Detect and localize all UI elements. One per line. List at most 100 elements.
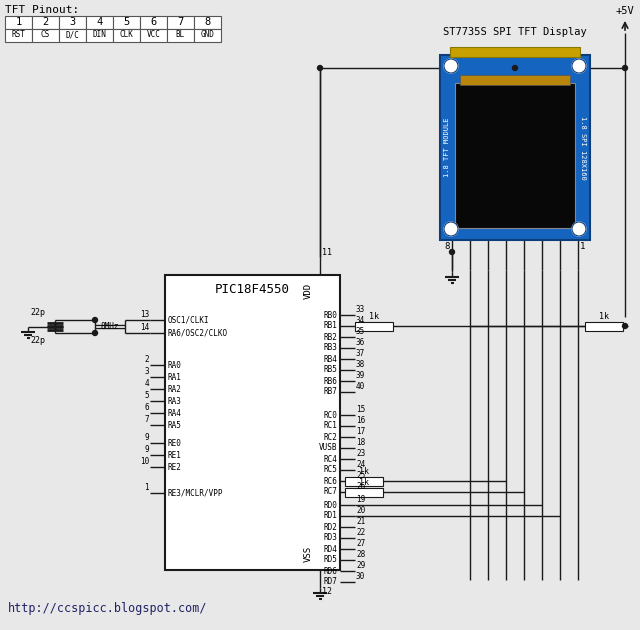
Text: RC1: RC1	[323, 421, 337, 430]
Circle shape	[444, 59, 458, 73]
Text: OSC1/CLKI: OSC1/CLKI	[168, 316, 210, 324]
Bar	[86, 16, 113, 29]
Text: RA2: RA2	[168, 384, 182, 394]
Text: VUSB: VUSB	[319, 444, 337, 452]
Text: RC4: RC4	[323, 454, 337, 464]
Circle shape	[572, 222, 586, 236]
Circle shape	[513, 66, 518, 71]
Bar	[440, 55, 590, 240]
Text: 5: 5	[145, 391, 149, 400]
Bar	[5, 16, 32, 29]
Text: RB7: RB7	[323, 387, 337, 396]
Bar	[585, 322, 623, 331]
Text: 38: 38	[356, 360, 365, 369]
Text: 10: 10	[140, 457, 149, 466]
Text: 36: 36	[356, 338, 365, 347]
Text: 9: 9	[145, 433, 149, 442]
Text: RA3: RA3	[168, 396, 182, 406]
Circle shape	[317, 66, 323, 71]
Text: 19: 19	[356, 495, 365, 504]
Text: RC5: RC5	[323, 466, 337, 474]
Text: 3: 3	[69, 17, 76, 27]
Text: 15: 15	[356, 405, 365, 414]
Text: RB2: RB2	[323, 333, 337, 341]
Text: 1: 1	[145, 483, 149, 492]
Text: RD4: RD4	[323, 544, 337, 554]
Text: 7: 7	[177, 17, 184, 27]
Bar	[113, 29, 140, 42]
Bar	[113, 16, 140, 29]
Bar	[165, 275, 340, 570]
Text: 25: 25	[356, 471, 365, 480]
Text: 8: 8	[204, 17, 211, 27]
Text: VSS: VSS	[303, 546, 312, 562]
Text: 16: 16	[356, 416, 365, 425]
Bar	[355, 322, 393, 331]
Bar	[167, 29, 194, 42]
Text: RD1: RD1	[323, 512, 337, 520]
Text: RE0: RE0	[168, 438, 182, 447]
Text: 40: 40	[356, 382, 365, 391]
Text: 18: 18	[356, 438, 365, 447]
Text: RB1: RB1	[323, 321, 337, 331]
Text: PIC18F4550: PIC18F4550	[215, 283, 290, 296]
Text: 1k: 1k	[599, 312, 609, 321]
Text: CLK: CLK	[120, 30, 133, 39]
Text: 23: 23	[356, 449, 365, 458]
Bar	[59, 16, 86, 29]
Bar	[455, 83, 575, 228]
Text: RST: RST	[12, 30, 26, 39]
Circle shape	[572, 59, 586, 73]
Text: RC7: RC7	[323, 488, 337, 496]
Bar	[5, 29, 32, 42]
Text: 39: 39	[356, 371, 365, 380]
Bar	[450, 47, 580, 57]
Bar	[95, 325, 125, 328]
Text: 20: 20	[356, 506, 365, 515]
Text: RD5: RD5	[323, 556, 337, 564]
Bar	[86, 29, 113, 42]
Text: 1: 1	[580, 242, 586, 251]
Bar	[32, 29, 59, 42]
Text: GND: GND	[200, 30, 214, 39]
Text: RA6/OSC2/CLKO: RA6/OSC2/CLKO	[168, 328, 228, 338]
Text: 8MHz: 8MHz	[100, 322, 119, 331]
Bar	[194, 16, 221, 29]
Text: RA1: RA1	[168, 372, 182, 382]
Text: 13: 13	[140, 310, 149, 319]
Circle shape	[93, 318, 97, 323]
Text: D/C: D/C	[65, 30, 79, 39]
Bar	[140, 16, 167, 29]
Text: 1.8 TFT MODULE: 1.8 TFT MODULE	[444, 118, 450, 177]
Text: 29: 29	[356, 561, 365, 570]
Text: CS: CS	[41, 30, 50, 39]
Text: 26: 26	[356, 482, 365, 491]
Bar	[345, 477, 383, 486]
Circle shape	[93, 331, 97, 336]
Text: 21: 21	[356, 517, 365, 526]
Bar	[460, 75, 570, 85]
Text: RB5: RB5	[323, 365, 337, 374]
Text: 24: 24	[356, 460, 365, 469]
Text: VDD: VDD	[303, 283, 312, 299]
Text: RD7: RD7	[323, 578, 337, 587]
Bar	[194, 29, 221, 42]
Text: 35: 35	[356, 327, 365, 336]
Text: 22p: 22p	[30, 308, 45, 317]
Text: 1k: 1k	[359, 467, 369, 476]
Text: 3: 3	[145, 367, 149, 376]
Circle shape	[623, 66, 627, 71]
Text: +5V: +5V	[616, 6, 634, 16]
Bar	[140, 29, 167, 42]
Text: RD6: RD6	[323, 566, 337, 575]
Text: DIN: DIN	[93, 30, 106, 39]
Text: RE2: RE2	[168, 462, 182, 471]
Text: 22: 22	[356, 528, 365, 537]
Circle shape	[449, 249, 454, 255]
Text: 8: 8	[445, 242, 450, 251]
Text: RA0: RA0	[168, 360, 182, 370]
Text: RA5: RA5	[168, 420, 182, 430]
Text: 4: 4	[145, 379, 149, 388]
Bar	[345, 488, 383, 497]
Text: RD3: RD3	[323, 534, 337, 542]
